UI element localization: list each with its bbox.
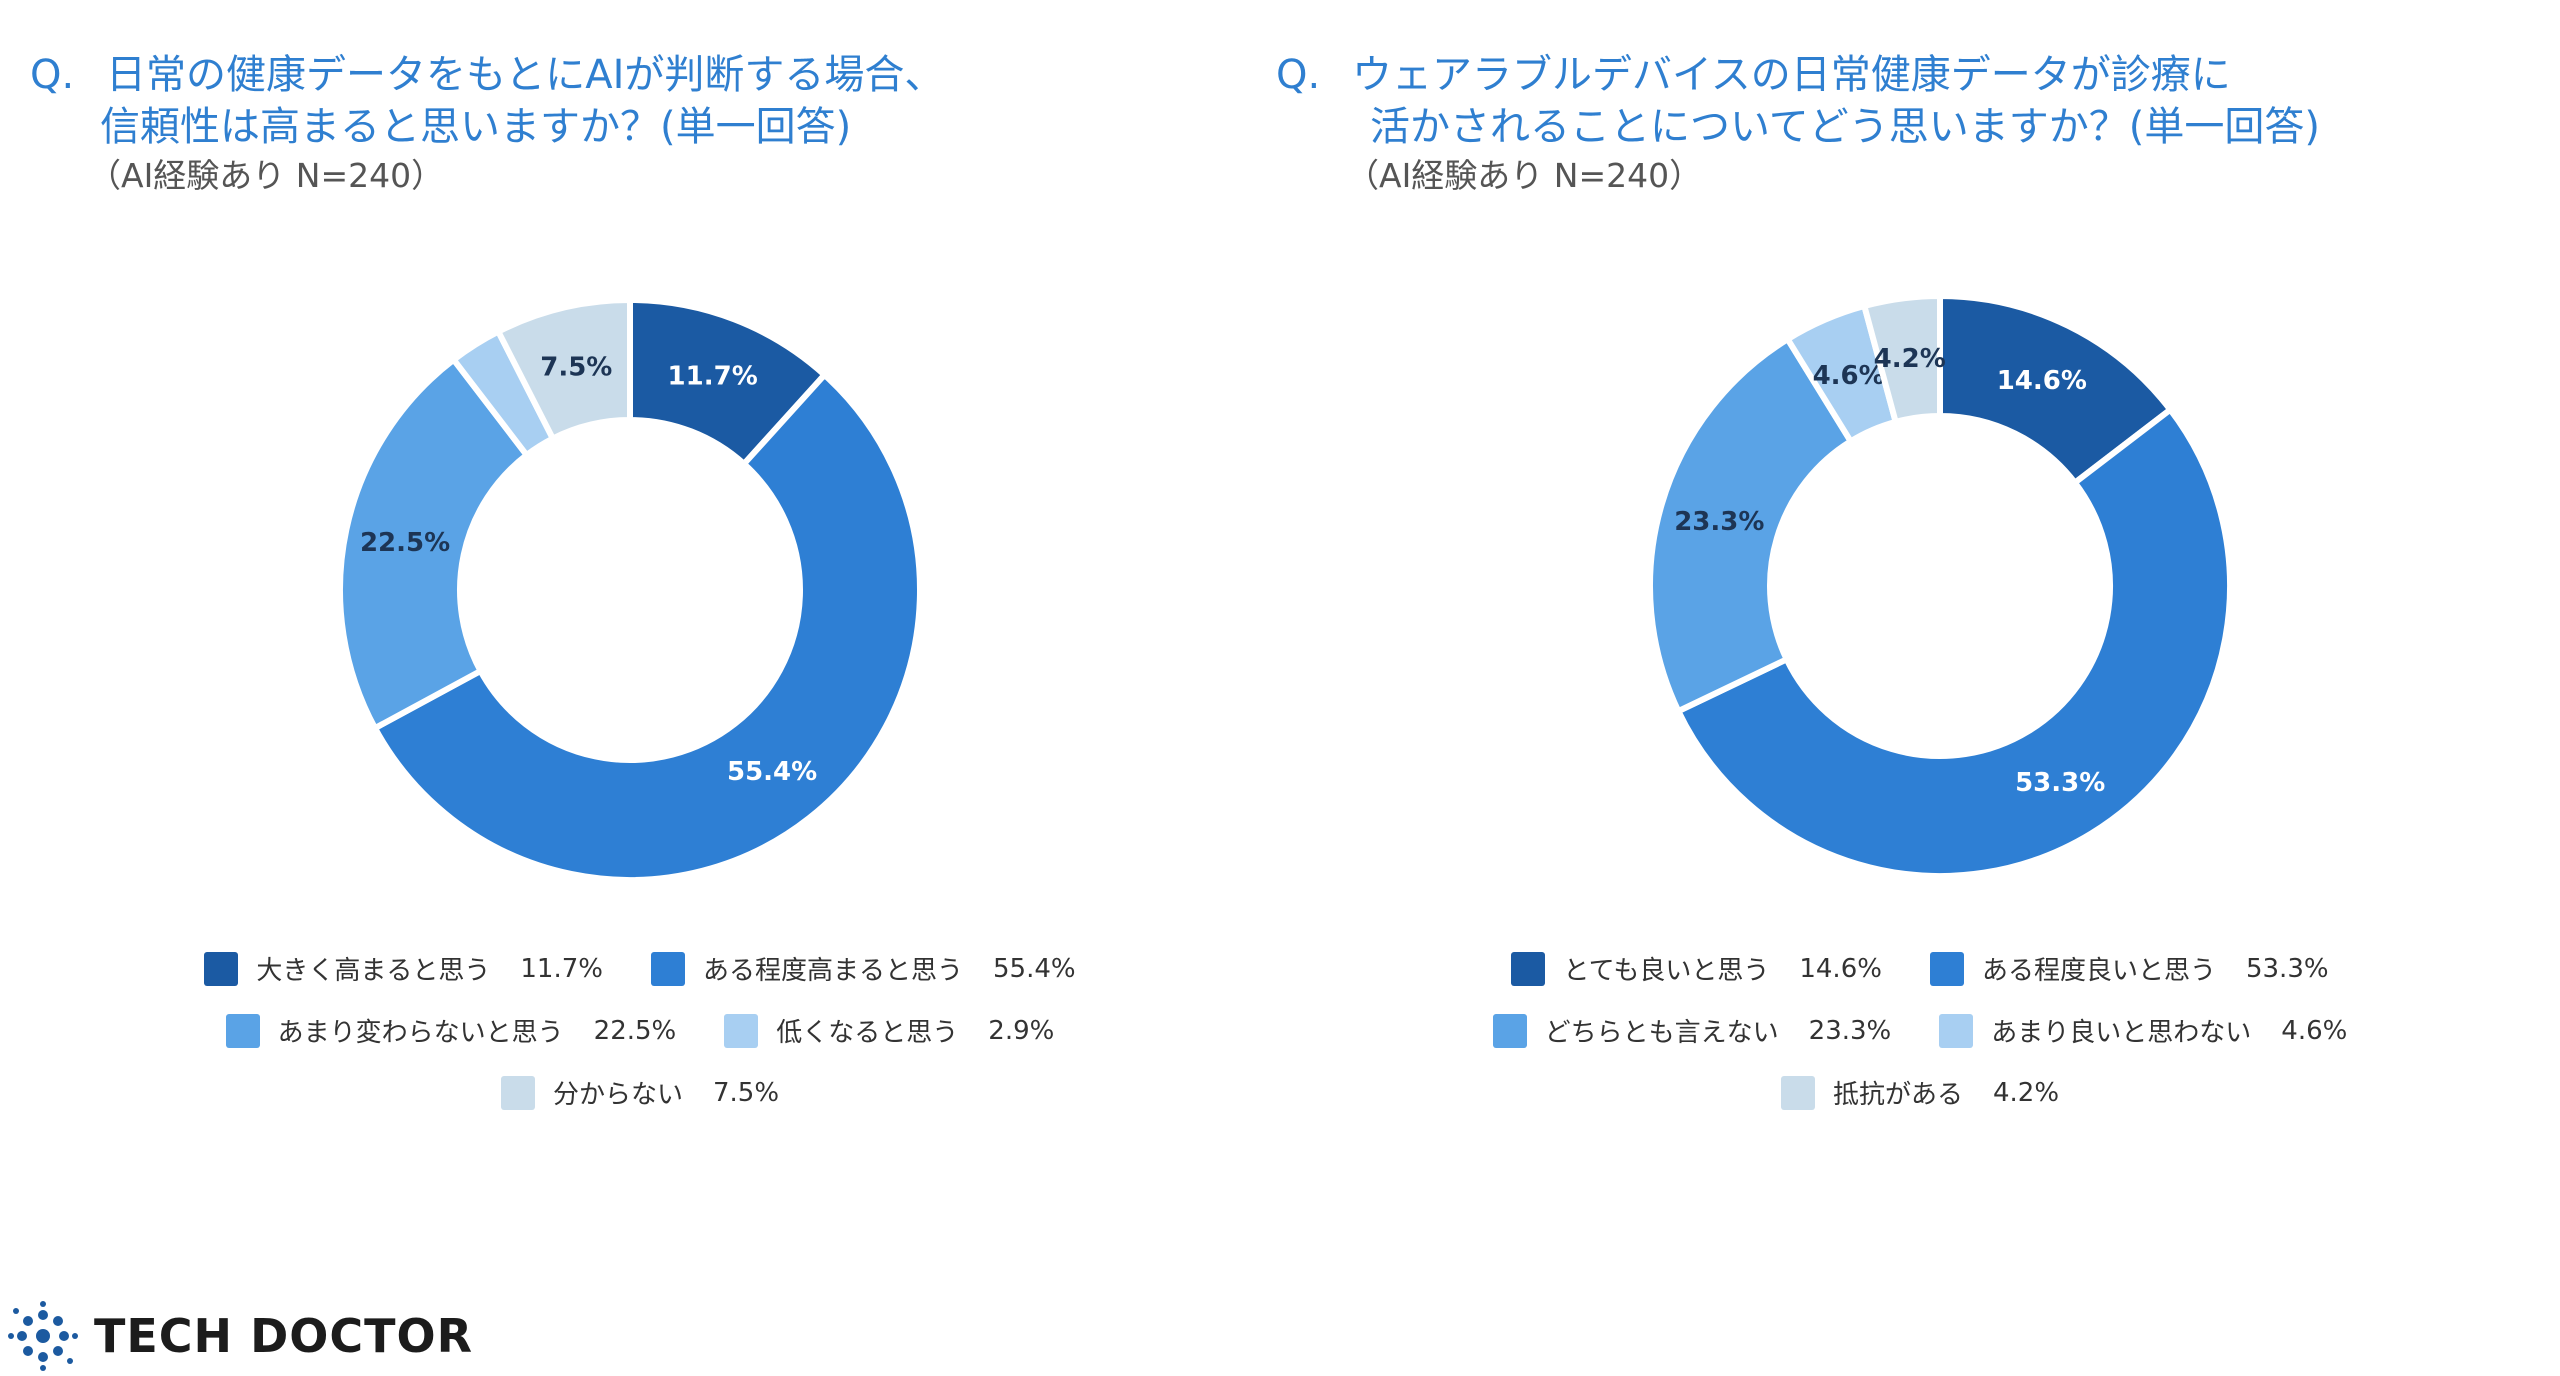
legend-value: 2.9% — [988, 1015, 1055, 1046]
slice-value-label: 14.6% — [1997, 366, 2087, 396]
legend-swatch — [1492, 1013, 1527, 1048]
legend-item: ある程度高まると思う 55.4% — [651, 950, 1076, 987]
donut-chart-right: 14.6% 53.3% 23.3% 4.6%4.2% — [1647, 292, 2233, 879]
legend-label: 抵抗がある — [1832, 1080, 1963, 1110]
legend-item: 抵抗がある 4.2% — [1780, 1074, 2060, 1111]
legend-swatch — [1929, 951, 1964, 986]
legend-swatch — [724, 1013, 759, 1048]
legend-value: 22.5% — [593, 1015, 677, 1046]
legend-label: ある程度高まると思う — [703, 956, 964, 986]
molecule-dots-icon — [8, 1301, 78, 1371]
donut-slice-3 — [1647, 335, 1855, 716]
sample-size-right: （AI経験あり N=240） — [1346, 156, 1703, 195]
legend-item: 低くなると思う 2.9% — [724, 1012, 1054, 1049]
legend-label: 分からない — [552, 1080, 683, 1110]
legend-item: ある程度良いと思う 53.3% — [1929, 950, 2329, 987]
legend-item: あまり変わらないと思う 22.5% — [225, 1012, 677, 1049]
donut-chart-left: 11.7% 55.4% 22.5% 7.5% — [337, 296, 923, 883]
slice-value-label: 11.7% — [668, 361, 758, 391]
legend-row: 抵抗がある 4.2% — [1280, 1074, 2560, 1111]
legend-value: 55.4% — [993, 953, 1076, 984]
question-text-right-line2: 活かされることについてどう思いますか？(単一回答) — [1370, 104, 2321, 150]
slice-value-label: 4.2% — [1874, 344, 1946, 374]
question-text-left-line1: 日常の健康データをもとにAIが判断する場合、 — [106, 52, 945, 98]
legend-value: 53.3% — [2245, 953, 2329, 984]
logo-text: TECH DOCTOR — [94, 1309, 474, 1363]
legend-value: 4.6% — [2281, 1015, 2348, 1046]
legend-item: 分からない 7.5% — [500, 1074, 780, 1111]
legend-swatch — [1939, 1013, 1974, 1048]
legend-item: あまり良いと思わない 4.6% — [1939, 1012, 2347, 1049]
slice-value-label: 7.5% — [540, 352, 612, 382]
legend-swatch — [651, 951, 685, 986]
right-chart-panel: Q. ウェアラブルデバイスの日常健康データが診療に 活かされることについてどう思… — [1276, 0, 2560, 1362]
slice-value-label: 55.4% — [727, 757, 817, 787]
legend-value: 23.3% — [1808, 1015, 1892, 1046]
legend-row: 分からない 7.5% — [0, 1074, 1280, 1111]
donut-slice-5 — [1860, 292, 1943, 426]
tech-doctor-logo: TECH DOCTOR — [8, 1296, 473, 1376]
left-chart-panel: Q. 日常の健康データをもとにAIが判断する場合、 信頼性は高まると思いますか？… — [0, 0, 1280, 1362]
legend-item: とても良いと思う 14.6% — [1511, 950, 1882, 987]
slice-value-label: 53.3% — [2015, 768, 2105, 798]
legend-row: とても良いと思う 14.6% ある程度良いと思う 53.3% — [1280, 950, 2560, 987]
legend-swatch — [1511, 951, 1546, 986]
question-mark-right: Q. — [1276, 52, 1321, 98]
legend-value: 7.5% — [712, 1077, 780, 1108]
legend-value: 11.7% — [520, 953, 603, 984]
slice-value-label: 4.6% — [1813, 361, 1885, 391]
legend-swatch — [500, 1075, 535, 1110]
sample-size-left: （AI経験あり N=240） — [88, 156, 445, 195]
legend-swatch — [1780, 1075, 1815, 1110]
legend-value: 14.6% — [1799, 953, 1882, 984]
legend-label: どちらとも言えない — [1544, 1018, 1779, 1048]
legend-row: あまり変わらないと思う 22.5% 低くなると思う 2.9% — [0, 1012, 1280, 1049]
legend-item: 大きく高まると思う 11.7% — [204, 950, 603, 987]
legend-label: 低くなると思う — [776, 1018, 959, 1048]
legend-value: 4.2% — [1992, 1077, 2060, 1108]
donut-slice-2 — [370, 370, 923, 883]
legend-label: とても良いと思う — [1563, 956, 1770, 986]
legend-item: どちらとも言えない 23.3% — [1492, 1012, 1892, 1049]
question-mark-left: Q. — [30, 52, 75, 98]
legend-swatch — [225, 1013, 260, 1048]
legend-swatch — [204, 951, 239, 986]
slice-value-label: 22.5% — [360, 528, 450, 558]
question-text-right-line1: ウェアラブルデバイスの日常健康データが診療に — [1352, 52, 2231, 98]
legend-row: 大きく高まると思う 11.7% ある程度高まると思う 55.4% — [0, 950, 1280, 987]
legend-label: 大きく高まると思う — [256, 956, 491, 986]
donut-slice-3 — [337, 355, 531, 733]
legend-label: あまり良いと思わない — [1991, 1018, 2252, 1048]
legend-label: あまり変わらないと思う — [277, 1018, 564, 1048]
donut-slice-5 — [494, 296, 633, 443]
legend-label: ある程度良いと思う — [1981, 956, 2216, 986]
donut-slice-2 — [1674, 405, 2233, 879]
legend-row: どちらとも言えない 23.3% あまり良いと思わない 4.6% — [1280, 1012, 2560, 1049]
question-text-left-line2: 信頼性は高まると思いますか？(単一回答) — [100, 104, 852, 150]
slice-value-label: 23.3% — [1674, 507, 1764, 537]
